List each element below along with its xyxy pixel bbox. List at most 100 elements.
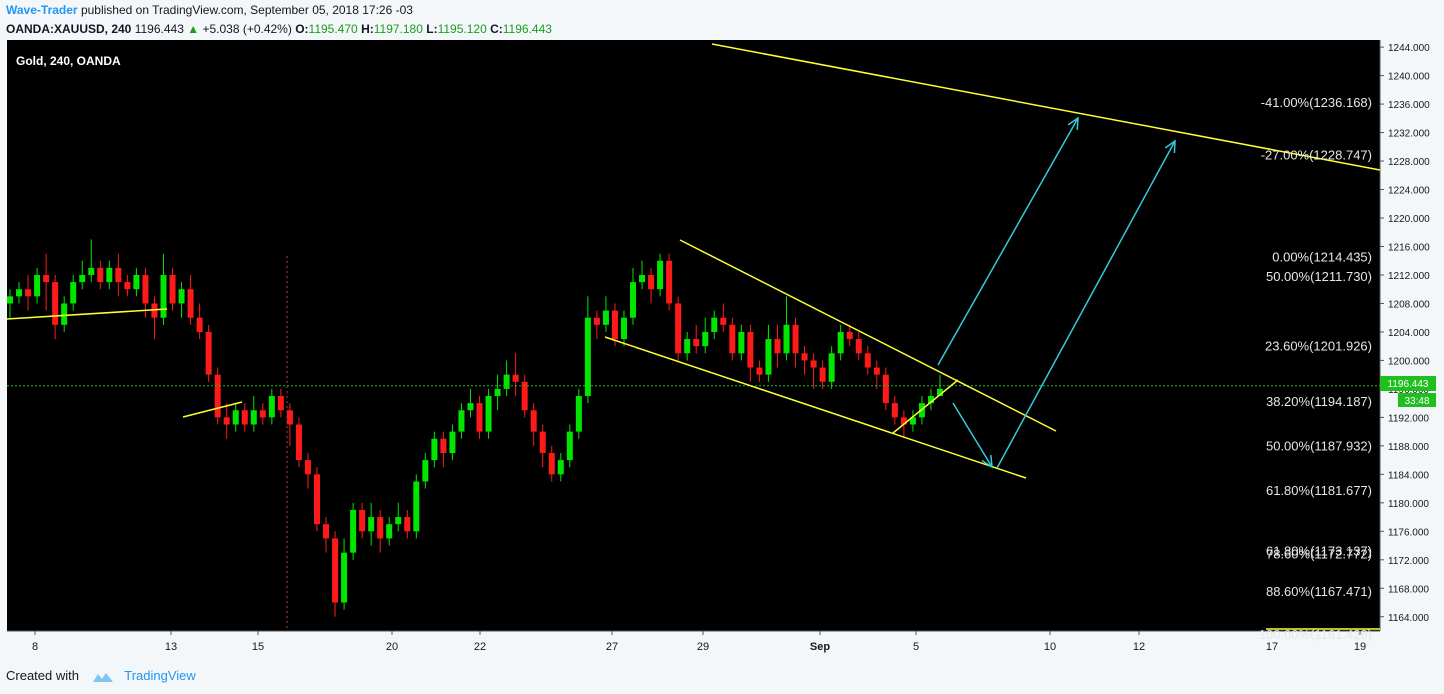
price-tick-label: 1184.000: [1388, 470, 1429, 481]
candle-body: [810, 360, 817, 368]
candle-body: [937, 388, 943, 397]
candle-body: [323, 524, 330, 539]
candle-body: [341, 552, 348, 603]
author-link[interactable]: Wave-Trader: [6, 3, 78, 17]
fib-level-label: 38.20%(1194.187): [1266, 394, 1372, 409]
candle-body: [115, 267, 122, 283]
candle-body: [756, 367, 763, 375]
projection-arrow-2: [996, 140, 1176, 469]
created-with-label: Created with: [6, 668, 79, 683]
price-tick-label: 1212.000: [1388, 271, 1430, 282]
price-tick-label: 1192.000: [1388, 413, 1429, 424]
candle-body: [377, 517, 384, 539]
candle-body: [819, 367, 826, 382]
time-axis[interactable]: 8 13 15 20 22 27 29 Sep 5 10 12 17 19: [7, 630, 1380, 653]
high-label: H:: [361, 22, 374, 36]
publish-info: Wave-Trader published on TradingView.com…: [6, 3, 413, 17]
projection-arrow-down-head: [981, 454, 993, 469]
tradingview-link[interactable]: TradingView: [124, 668, 196, 683]
candle-body: [79, 274, 86, 283]
price-tick-label: 1172.000: [1388, 556, 1429, 567]
fib-level-label: 0.00%(1214.435): [1272, 250, 1372, 265]
candle-body: [702, 331, 709, 347]
price-tick-label: 1228.000: [1388, 157, 1430, 168]
candle-body: [259, 410, 266, 418]
candle-body: [675, 303, 682, 354]
candle-body: [413, 481, 420, 532]
candle-body: [422, 460, 429, 482]
candle-body: [458, 410, 465, 432]
candle-body: [431, 438, 438, 461]
candle-body: [900, 417, 907, 425]
price-tick-label: 1176.000: [1388, 527, 1429, 538]
time-tick-label: Sep: [810, 641, 830, 653]
candle-body: [620, 317, 627, 340]
candle-body: [368, 517, 375, 532]
time-tick-label: 27: [606, 641, 618, 653]
candle-body: [666, 260, 673, 304]
candle-body: [196, 317, 203, 332]
close-value: 1196.443: [502, 22, 552, 36]
candle-body: [774, 339, 781, 354]
candle-body: [467, 403, 474, 411]
candle-body: [16, 289, 23, 297]
close-label: C:: [490, 22, 503, 36]
candle-body: [792, 324, 799, 354]
candle-body: [828, 353, 835, 382]
time-tick-label: 10: [1044, 641, 1056, 653]
candle-body: [512, 374, 519, 382]
candle-body: [133, 274, 140, 290]
candle-body: [783, 324, 790, 354]
candle-body: [43, 274, 50, 283]
candle-body: [386, 524, 393, 539]
candle-body: [404, 517, 411, 532]
candles-layer: [7, 239, 943, 617]
fib-level-label: 61.80%(1173.137): [1266, 544, 1372, 559]
candle-body: [575, 396, 582, 432]
countdown: 33:48: [1404, 396, 1429, 407]
open-value: 1195.470: [308, 22, 358, 36]
candle-body: [855, 339, 862, 354]
candle-body: [521, 381, 528, 411]
candle-body: [557, 460, 564, 475]
symbol-label: OANDA:XAUUSD, 240: [6, 22, 132, 36]
candle-body: [160, 274, 167, 318]
candle-body: [277, 396, 284, 411]
price-tick-label: 1164.000: [1388, 613, 1429, 624]
candle-body: [611, 310, 618, 340]
candle-body: [503, 374, 510, 389]
candle-body: [864, 353, 871, 368]
price-tag-bg: [1380, 376, 1436, 391]
trendline-upper-resistance: [711, 43, 1381, 171]
fib-level-label: 100.00%(1161.428): [1259, 627, 1372, 642]
price-axis[interactable]: 1164.000 1168.000 1172.000 1176.000 1180.000…: [1379, 40, 1430, 631]
candle-body: [693, 339, 700, 347]
candle-body: [25, 289, 32, 297]
up-arrow-icon: ▲: [187, 22, 200, 36]
time-tick-label: 12: [1133, 641, 1145, 653]
plot-area[interactable]: [7, 40, 1380, 631]
time-tick-label: 8: [32, 641, 38, 653]
candle-body: [440, 438, 447, 453]
candle-body: [286, 410, 293, 425]
countdown-bg: [1398, 393, 1436, 407]
candle-body: [548, 452, 555, 475]
ohlc-legend: OANDA:XAUUSD, 240 1196.443 ▲ +5.038 (+0.…: [6, 22, 552, 36]
candle-body: [539, 431, 546, 453]
price-tick-label: 1180.000: [1388, 499, 1429, 510]
candle-body: [268, 396, 275, 418]
candle-body: [909, 417, 916, 425]
fib-level-label: 78.60%(1172.772): [1266, 546, 1372, 561]
candle-body: [882, 374, 889, 404]
candle-body: [232, 410, 239, 425]
price-tick-label: 1224.000: [1388, 186, 1430, 197]
candle-body: [359, 509, 366, 532]
projection-arrow-1: [937, 117, 1079, 366]
fib-level-label: -41.00%(1236.168): [1261, 95, 1372, 110]
candle-body: [801, 353, 808, 361]
candle-body: [711, 317, 718, 332]
candle-body: [7, 296, 13, 304]
candle-body: [684, 339, 691, 354]
candle-body: [169, 274, 176, 304]
